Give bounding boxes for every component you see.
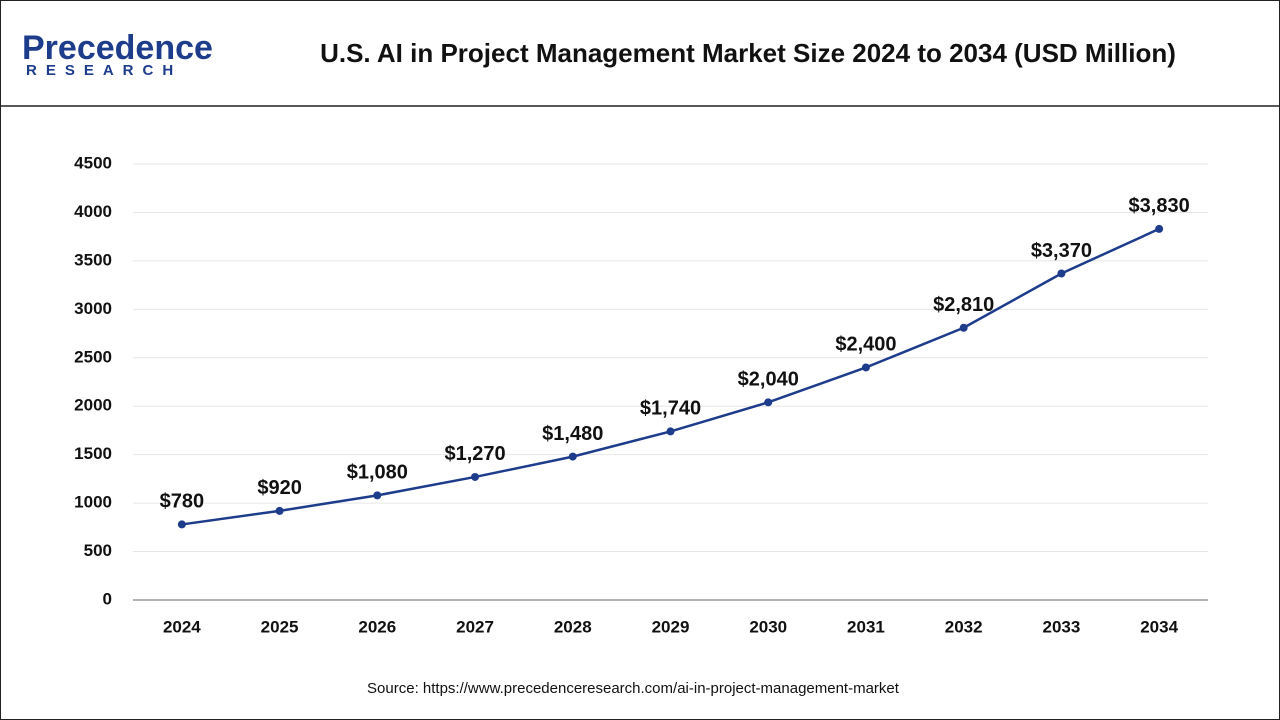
value-label: $3,830 xyxy=(1129,195,1190,217)
x-tick-label: 2030 xyxy=(749,617,787,636)
y-tick-label: 1500 xyxy=(74,444,112,463)
value-label: $1,480 xyxy=(542,423,603,445)
data-point xyxy=(861,363,870,372)
data-point xyxy=(1155,224,1164,233)
data-point xyxy=(764,398,773,407)
data-point xyxy=(471,472,480,481)
y-tick-label: 2000 xyxy=(74,396,112,415)
y-tick-label: 3500 xyxy=(74,250,112,269)
x-tick-label: 2029 xyxy=(652,617,690,636)
data-point xyxy=(568,452,577,461)
y-tick-label: 4000 xyxy=(74,202,112,221)
logo-subtitle: RESEARCH xyxy=(26,62,182,79)
source-note: Source: https://www.precedenceresearch.c… xyxy=(367,680,900,697)
y-tick-label: 0 xyxy=(103,589,112,608)
y-tick-label: 2500 xyxy=(74,347,112,366)
data-point xyxy=(1057,269,1066,278)
value-label: $2,810 xyxy=(933,294,994,316)
logo-name: Precedence xyxy=(22,29,213,67)
x-tick-label: 2033 xyxy=(1042,617,1080,636)
y-tick-label: 4500 xyxy=(74,153,112,172)
x-tick-label: 2024 xyxy=(163,617,201,636)
value-label: $1,740 xyxy=(640,398,701,420)
value-label: $920 xyxy=(257,477,302,499)
value-label: $780 xyxy=(160,491,205,513)
data-point xyxy=(959,323,968,332)
value-label: $3,370 xyxy=(1031,240,1092,262)
x-tick-label: 2031 xyxy=(847,617,885,636)
chart-title: U.S. AI in Project Management Market Siz… xyxy=(320,38,1176,68)
y-tick-label: 500 xyxy=(84,541,112,560)
x-tick-label: 2032 xyxy=(945,617,983,636)
x-tick-label: 2034 xyxy=(1140,617,1178,636)
y-tick-label: 3000 xyxy=(74,299,112,318)
x-tick-label: 2028 xyxy=(554,617,592,636)
data-point xyxy=(177,520,186,529)
x-tick-label: 2026 xyxy=(358,617,396,636)
data-point xyxy=(275,506,284,515)
value-label: $1,080 xyxy=(347,462,408,484)
data-point xyxy=(666,427,675,436)
x-tick-label: 2027 xyxy=(456,617,494,636)
y-tick-label: 1000 xyxy=(74,493,112,512)
value-label: $2,040 xyxy=(738,369,799,391)
value-label: $1,270 xyxy=(444,443,505,465)
value-label: $2,400 xyxy=(835,334,896,356)
x-tick-label: 2025 xyxy=(261,617,299,636)
data-point xyxy=(373,491,382,500)
